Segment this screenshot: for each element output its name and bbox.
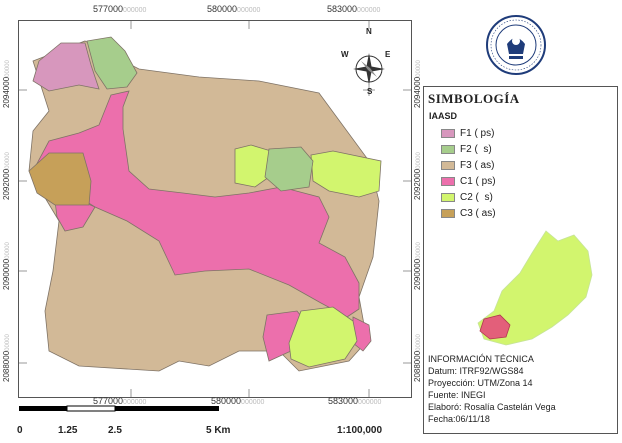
legend-swatch-c1: [441, 177, 455, 186]
top-tick-3: 583000000000: [327, 4, 381, 14]
legend-swatch-c3: [441, 209, 455, 218]
info-author: Elaboró: Rosalía Castelán Vega: [428, 402, 556, 412]
bottom-tick-2: 580000000000: [211, 396, 265, 406]
zone-f2-north: [86, 36, 138, 90]
legend-label-c1: C1 ( ps): [460, 176, 496, 187]
map-frame[interactable]: N S E W: [18, 20, 412, 398]
locator-map: [477, 230, 593, 346]
right-tick-2: 209200000000: [413, 152, 422, 200]
info-datum: Datum: ITRF92/WGS84: [428, 366, 524, 376]
left-tick-3: 209000000000: [2, 242, 11, 290]
east-label: E: [385, 50, 391, 59]
legend-panel: SIMBOLOGÍA IAASD F1 ( ps) F2 ( s) F3 ( a…: [423, 86, 618, 434]
north-arrow-icon: [353, 53, 385, 85]
right-tick-3: 209000000000: [413, 242, 422, 290]
info-heading: INFORMACIÓN TÉCNICA: [428, 354, 534, 364]
top-tick-1: 577000000000: [93, 4, 147, 14]
scale-ratio: 1:100,000: [337, 425, 383, 436]
zone-c2-south: [288, 306, 358, 368]
legend-title: SIMBOLOGÍA: [428, 91, 520, 106]
zone-f2-east: [264, 146, 314, 192]
scale-bar: [18, 402, 228, 420]
scale-label-25: 2.5: [108, 425, 122, 436]
right-tick-4: 208800000000: [413, 334, 422, 382]
map-canvas[interactable]: [19, 21, 411, 397]
zone-f1: [32, 42, 100, 92]
scale-label-5km: 5 Km: [206, 425, 231, 436]
south-label: S: [367, 87, 373, 96]
north-label: N: [366, 27, 372, 36]
legend-item-c1: C1 ( ps): [441, 176, 496, 187]
legend-label-f2: F2 ( s): [460, 144, 492, 155]
info-projection: Proyección: UTM/Zona 14: [428, 378, 533, 388]
left-tick-2: 209200000000: [2, 152, 11, 200]
info-source: Fuente: INEGI: [428, 390, 486, 400]
legend-label-f1: F1 ( ps): [460, 128, 495, 139]
locator-state: [477, 230, 593, 346]
left-tick-4: 208800000000: [2, 334, 11, 382]
zone-c2-north-b: [310, 150, 382, 198]
legend-swatch-f3: [441, 161, 455, 170]
legend-item-f2: F2 ( s): [441, 144, 492, 155]
right-tick-1: 209400000000: [413, 60, 422, 108]
zone-c3: [28, 152, 92, 206]
legend-label-f3: F3 ( as): [460, 160, 495, 171]
legend-swatch-c2: [441, 193, 455, 202]
iaasd-zones[interactable]: [28, 36, 382, 372]
scale-bar-graphic: [19, 405, 219, 412]
scale-label-0: 0: [17, 425, 23, 436]
info-date: Fecha:06/11/18: [428, 414, 490, 424]
top-tick-2: 580000000000: [207, 4, 261, 14]
legend-item-f1: F1 ( ps): [441, 128, 494, 139]
legend-swatch-f1: [441, 129, 455, 138]
left-tick-1: 209400000000: [2, 60, 11, 108]
legend-label-c2: C2 ( s): [460, 192, 493, 203]
bottom-tick-1: 577000000000: [93, 396, 147, 406]
legend-label-c3: C3 ( as): [460, 208, 496, 219]
locator-highlight: [479, 314, 511, 340]
legend-item-f3: F3 ( as): [441, 160, 494, 171]
legend-item-c3: C3 ( as): [441, 208, 496, 219]
legend-swatch-f2: [441, 145, 455, 154]
legend-subtitle: IAASD: [429, 111, 458, 121]
bottom-tick-3: 583000000000: [328, 396, 382, 406]
west-label: W: [341, 50, 349, 59]
legend-item-c2: C2 ( s): [441, 192, 493, 203]
scale-label-125: 1.25: [58, 425, 78, 436]
university-seal-logo: [485, 14, 547, 76]
